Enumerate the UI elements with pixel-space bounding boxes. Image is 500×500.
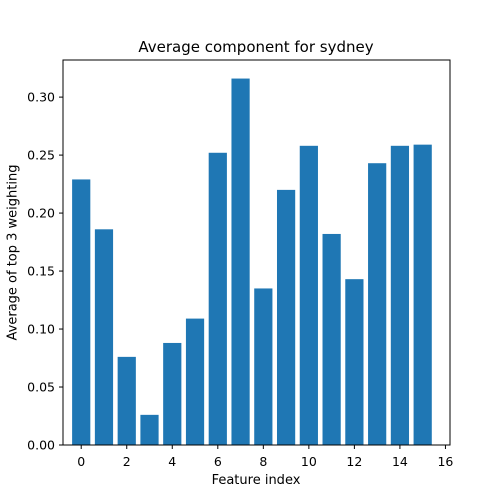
plot-frame	[62, 59, 451, 446]
bar-feature-4	[163, 342, 182, 445]
x-tick-label: 12	[346, 454, 362, 469]
bars-group	[72, 78, 432, 446]
x-tick-label: 2	[123, 454, 131, 469]
bar-feature-3	[140, 414, 159, 445]
y-tick-label: 0.20	[27, 206, 55, 221]
x-tick-label: 16	[437, 454, 453, 469]
bar-feature-5	[185, 318, 205, 445]
y-axis-label: Average of top 3 weighting	[6, 165, 21, 341]
x-axis-label: Feature index	[212, 473, 301, 488]
bar-feature-13	[368, 163, 387, 445]
bar-feature-0	[72, 179, 91, 445]
y-tick-label: 0.25	[27, 148, 55, 163]
x-axis-ticks: 0 2 4 6 8 10 12 14 16	[77, 445, 453, 469]
x-tick-label: 14	[392, 454, 408, 469]
bar-feature-1	[94, 229, 114, 445]
y-tick-label: 0.05	[27, 380, 55, 395]
bar-feature-2	[117, 356, 136, 445]
bar-feature-6	[208, 152, 227, 445]
y-tick-label: 0.10	[27, 322, 55, 337]
bar-feature-7	[231, 78, 250, 446]
y-tick-label: 0.00	[27, 438, 55, 453]
bar-feature-9	[276, 189, 296, 445]
y-axis-ticks: 0.00 0.05 0.10 0.15 0.20 0.25 0.30	[27, 90, 63, 453]
bar-feature-15	[413, 144, 432, 445]
bar-feature-10	[299, 145, 318, 445]
x-tick-label: 0	[77, 454, 85, 469]
x-tick-label: 8	[259, 454, 267, 469]
chart-title: Average component for sydney	[138, 38, 373, 56]
x-tick-label: 4	[168, 454, 176, 469]
y-tick-label: 0.15	[27, 264, 55, 279]
x-tick-label: 6	[214, 454, 222, 469]
bar-feature-8	[254, 288, 273, 445]
bar-feature-12	[345, 279, 364, 445]
bar-feature-11	[322, 233, 341, 445]
bar-feature-14	[390, 145, 410, 445]
y-tick-label: 0.30	[27, 90, 55, 105]
x-tick-label: 10	[301, 454, 317, 469]
